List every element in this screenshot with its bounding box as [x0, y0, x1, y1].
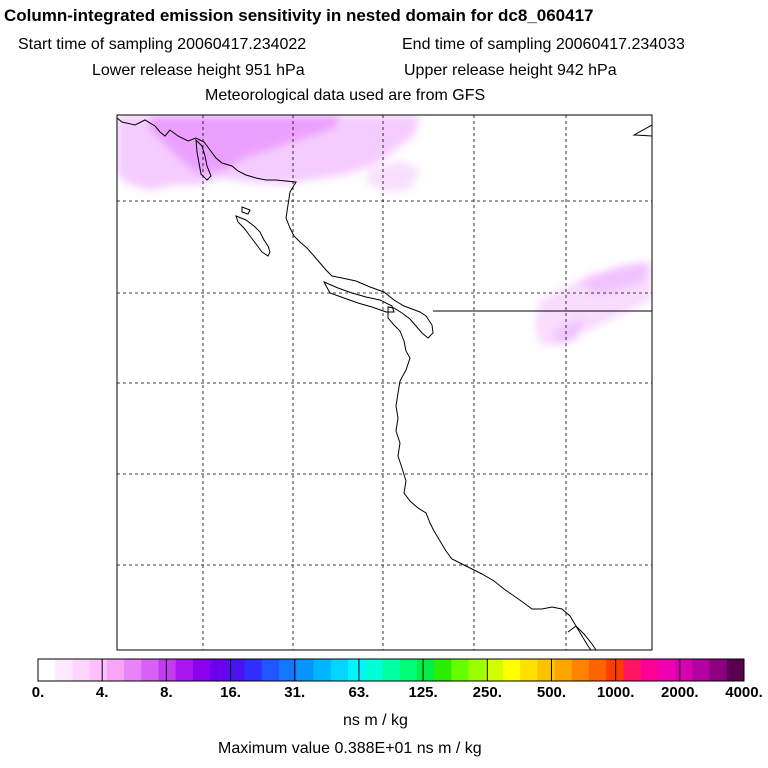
ne-coast [632, 124, 652, 137]
colorbar-swatch [606, 659, 624, 681]
coastline [117, 117, 592, 650]
colorbar-tick-label: 2000. [661, 684, 699, 701]
colorbar-swatch [72, 659, 91, 681]
map-title: Column-integrated emission sensitivity i… [4, 6, 594, 25]
islet [241, 206, 251, 215]
colorbar-swatch [261, 659, 280, 681]
colorbar [38, 659, 745, 681]
map-frame [116, 114, 653, 651]
colorbar-swatch [589, 659, 607, 681]
colorbar-swatch [520, 659, 538, 681]
max-value-label: Maximum value 0.388E+01 ns m / kg [218, 740, 482, 757]
colorbar-swatch [365, 659, 383, 681]
colorbar-swatch [692, 659, 711, 681]
colorbar-swatch [175, 659, 194, 681]
coastline-layer [117, 117, 652, 650]
upper-release-height-label: Upper release height 942 hPa [404, 62, 617, 79]
start-time-label: Start time of sampling 20060417.234022 [18, 36, 307, 53]
colorbar-swatch [106, 659, 125, 681]
plume-north-core [150, 115, 340, 175]
colorbar-swatch [657, 659, 676, 681]
grid-layer [117, 115, 652, 650]
colorbar-swatch [554, 659, 573, 681]
colorbar-tick-label: 16. [220, 684, 241, 701]
colorbar-tick-label: 8. [160, 684, 173, 701]
colorbar-swatch [244, 659, 263, 681]
plume-east-fringe [555, 318, 585, 345]
colorbar-tick-label: 31. [284, 684, 306, 701]
colorbar-swatch [726, 659, 745, 681]
colorbar-swatch [296, 659, 315, 681]
colorbar-swatch [675, 659, 693, 681]
colorbar-swatch [571, 659, 590, 681]
colorbar-swatch [227, 659, 246, 681]
colorbar-swatch [210, 659, 228, 681]
colorbar-tick-label: 0. [31, 684, 45, 701]
end-time-label: End time of sampling 20060417.234033 [402, 36, 685, 53]
plume-north-fringe [365, 160, 420, 192]
colorbar-swatch [502, 659, 521, 681]
colorbar-swatch [623, 659, 642, 681]
colorbar-swatch [313, 659, 332, 681]
met-data-label: Meteorological data used are from GFS [205, 87, 486, 104]
island-strait [322, 280, 395, 313]
colorbar-swatch [89, 659, 108, 681]
island-north [195, 138, 212, 181]
colorbar-tick-label: 250. [472, 684, 502, 701]
colorbar-swatch [416, 659, 435, 681]
colorbar-swatch [537, 659, 556, 681]
plume-east-core [580, 262, 648, 295]
colorbar-swatch [382, 659, 401, 681]
colorbar-swatch [434, 659, 452, 681]
colorbar-swatch [399, 659, 418, 681]
colorbar-tick-label: 4. [95, 684, 109, 701]
colorbar-swatch [55, 659, 73, 681]
colorbar-tick-label: 1000. [596, 684, 635, 701]
colorbar-tick-label: 63. [348, 684, 370, 701]
sensitivity-plume [117, 115, 652, 345]
colorbar-swatch [451, 659, 469, 681]
colorbar-swatch [141, 659, 160, 681]
colorbar-swatch [279, 659, 297, 681]
colorbar-tick-label: 4000. [725, 684, 763, 701]
colorbar-swatch [192, 659, 211, 681]
colorbar-swatch [38, 659, 56, 681]
colorbar-swatch [124, 659, 142, 681]
colorbar-swatch [709, 659, 728, 681]
lower-release-height-label: Lower release height 951 hPa [92, 62, 305, 79]
colorbar-units: ns m / kg [343, 712, 408, 729]
colorbar-swatch [640, 659, 659, 681]
island-lower [235, 215, 271, 257]
colorbar-swatch [158, 659, 177, 681]
colorbar-swatch [330, 659, 349, 681]
colorbar-swatch [485, 659, 504, 681]
colorbar-frame [37, 658, 745, 682]
colorbar-tick-label: 500. [536, 684, 567, 701]
colorbar-swatch [468, 659, 487, 681]
colorbar-swatch [347, 659, 366, 681]
coast-corner [567, 625, 597, 650]
colorbar-tick-label: 125. [408, 684, 438, 701]
